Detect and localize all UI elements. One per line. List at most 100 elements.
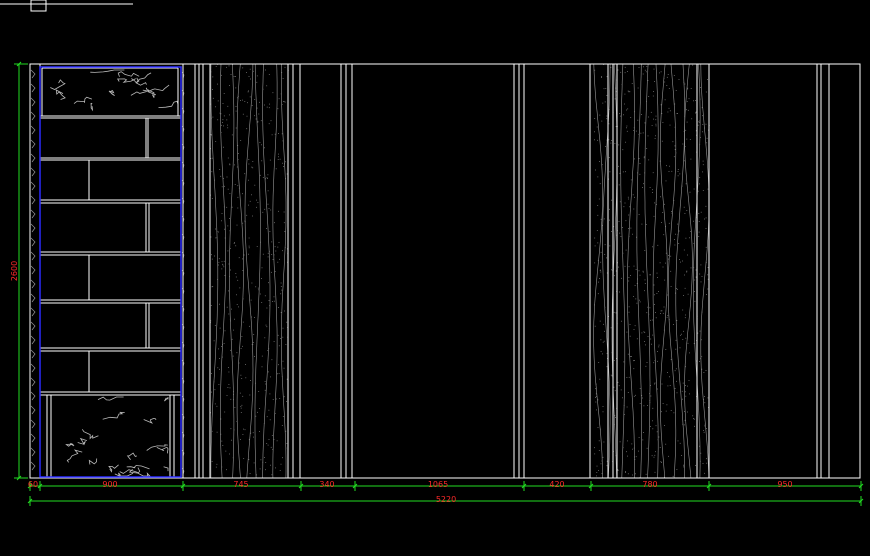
speckle [673,324,674,325]
speckle [626,451,627,453]
speckle [661,411,662,413]
speckle [210,236,212,238]
speckle [670,410,672,411]
speckle [222,122,223,123]
speckle [603,64,605,65]
speckle [594,69,596,71]
speckle [703,372,705,373]
speckle [214,255,215,257]
speckle [610,142,612,144]
speckle [706,137,708,139]
speckle [272,301,273,302]
speckle [278,98,280,100]
speckle [657,388,658,390]
speckle [260,120,262,122]
speckle [245,364,246,365]
speckle [602,411,604,413]
speckle [597,260,599,262]
speckle [240,439,241,440]
speckle [706,142,708,144]
speckle [269,231,271,232]
speckle [668,88,670,89]
edge-texture [30,125,36,135]
speckle [662,122,664,123]
speckle [253,462,255,464]
speckle [664,81,666,83]
speckle [707,397,709,399]
speckle [265,383,267,385]
speckle [594,447,595,449]
speckle [227,124,228,126]
speckle [661,140,663,142]
speckle [220,418,222,420]
speckle [237,207,239,209]
speckle [244,220,246,222]
speckle [608,316,609,317]
speckle [227,387,229,388]
speckle [246,214,248,216]
speckle [617,69,619,71]
speckle [624,72,626,74]
speckle [228,65,230,67]
speckle [210,148,211,150]
speckle [701,107,703,109]
speckle [663,329,665,331]
speckle [684,115,685,117]
speckle [267,203,269,205]
speckle [277,246,279,248]
speckle [233,329,234,331]
speckle [625,471,626,472]
edge-texture [30,167,36,177]
speckle [675,368,677,370]
speckle [213,340,215,342]
speckle [229,230,231,232]
speckle [687,109,689,111]
speckle [223,266,225,268]
speckle [238,257,240,259]
speckle [638,133,640,135]
speckle [286,173,288,175]
marble-vein [126,465,150,470]
speckle [244,173,246,175]
speckle [631,443,633,445]
edge-texture [30,461,36,471]
speckle [280,282,282,284]
speckle [671,170,673,172]
speckle [699,144,701,145]
speckle [603,88,605,90]
speckle [279,158,281,160]
speckle [594,131,595,133]
speckle [231,308,232,310]
speckle [651,343,652,345]
speckle [270,464,271,466]
speckle [237,159,239,161]
speckle [216,431,218,433]
speckle [219,303,220,305]
speckle [277,261,279,263]
edge-texture [30,153,36,163]
speckle [244,429,246,431]
speckle [682,423,684,425]
speckle [619,113,621,114]
speckle [597,139,598,141]
speckle [633,130,635,131]
speckle [665,226,666,227]
speckle [665,262,666,264]
speckle [660,196,661,198]
speckle [269,103,270,105]
speckle [271,271,272,273]
marble-vein [66,449,83,463]
speckle [264,104,265,106]
speckle [662,212,664,213]
speckle [654,202,655,204]
speckle [637,119,639,121]
speckle [606,257,607,259]
speckle [221,124,222,126]
height-dimension-label: 2600 [10,261,19,281]
speckle [654,471,656,473]
speckle [606,366,608,368]
total-dimension-label: 5220 [436,495,456,504]
speckle [252,70,254,72]
edge-texture [30,391,36,401]
drawing [0,0,864,506]
